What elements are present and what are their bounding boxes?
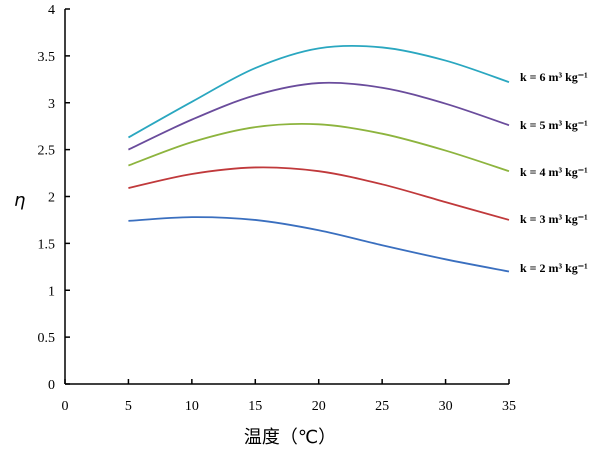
- y-tick-label: 0.5: [38, 331, 56, 346]
- x-tick-label: 20: [312, 399, 326, 414]
- y-tick-label: 4: [48, 3, 55, 18]
- y-tick-label: 0: [48, 378, 55, 393]
- series-label: k = 3 m³ kg⁻¹: [520, 212, 588, 226]
- x-axis-label: 温度（℃）: [244, 427, 336, 448]
- series-label: k = 2 m³ kg⁻¹: [520, 261, 588, 275]
- y-tick-label: 2: [48, 191, 55, 206]
- series-labels: k = 6 m³ kg⁻¹ k = 5 m³ kg⁻¹ k = 4 m³ kg⁻¹ k…: [520, 70, 588, 275]
- series-label: k = 6 m³ kg⁻¹: [520, 70, 588, 84]
- y-axis-label: η: [14, 190, 25, 211]
- series-line-2: [128, 122, 510, 173]
- y-tick-label: 2.5: [38, 144, 56, 159]
- series-line-0: [127, 44, 510, 139]
- x-tick-label: 35: [502, 399, 516, 414]
- y-tick-label: 3: [48, 97, 55, 112]
- x-tick-label: 10: [185, 399, 199, 414]
- y-tick-label: 1.5: [38, 237, 56, 252]
- y-tick-label: 1: [48, 284, 55, 299]
- y-tick-label: 3.5: [38, 50, 56, 65]
- x-tick-label: 30: [439, 399, 453, 414]
- x-tick-label: 25: [375, 399, 389, 414]
- series-label: k = 4 m³ kg⁻¹: [520, 165, 588, 179]
- axes: 0 0.5 1 1.5 2 2.5 3 3.5 4 0 5 10 15 20 25 30 35: [38, 3, 517, 414]
- x-tick-label: 15: [248, 399, 262, 414]
- series-label: k = 5 m³ kg⁻¹: [520, 118, 588, 132]
- series-line-3: [128, 166, 510, 221]
- series-line-1: [128, 81, 510, 151]
- series-line-4: [128, 216, 510, 273]
- x-tick-label: 5: [125, 399, 132, 414]
- x-tick-label: 0: [62, 399, 69, 414]
- series-lines: [127, 44, 510, 273]
